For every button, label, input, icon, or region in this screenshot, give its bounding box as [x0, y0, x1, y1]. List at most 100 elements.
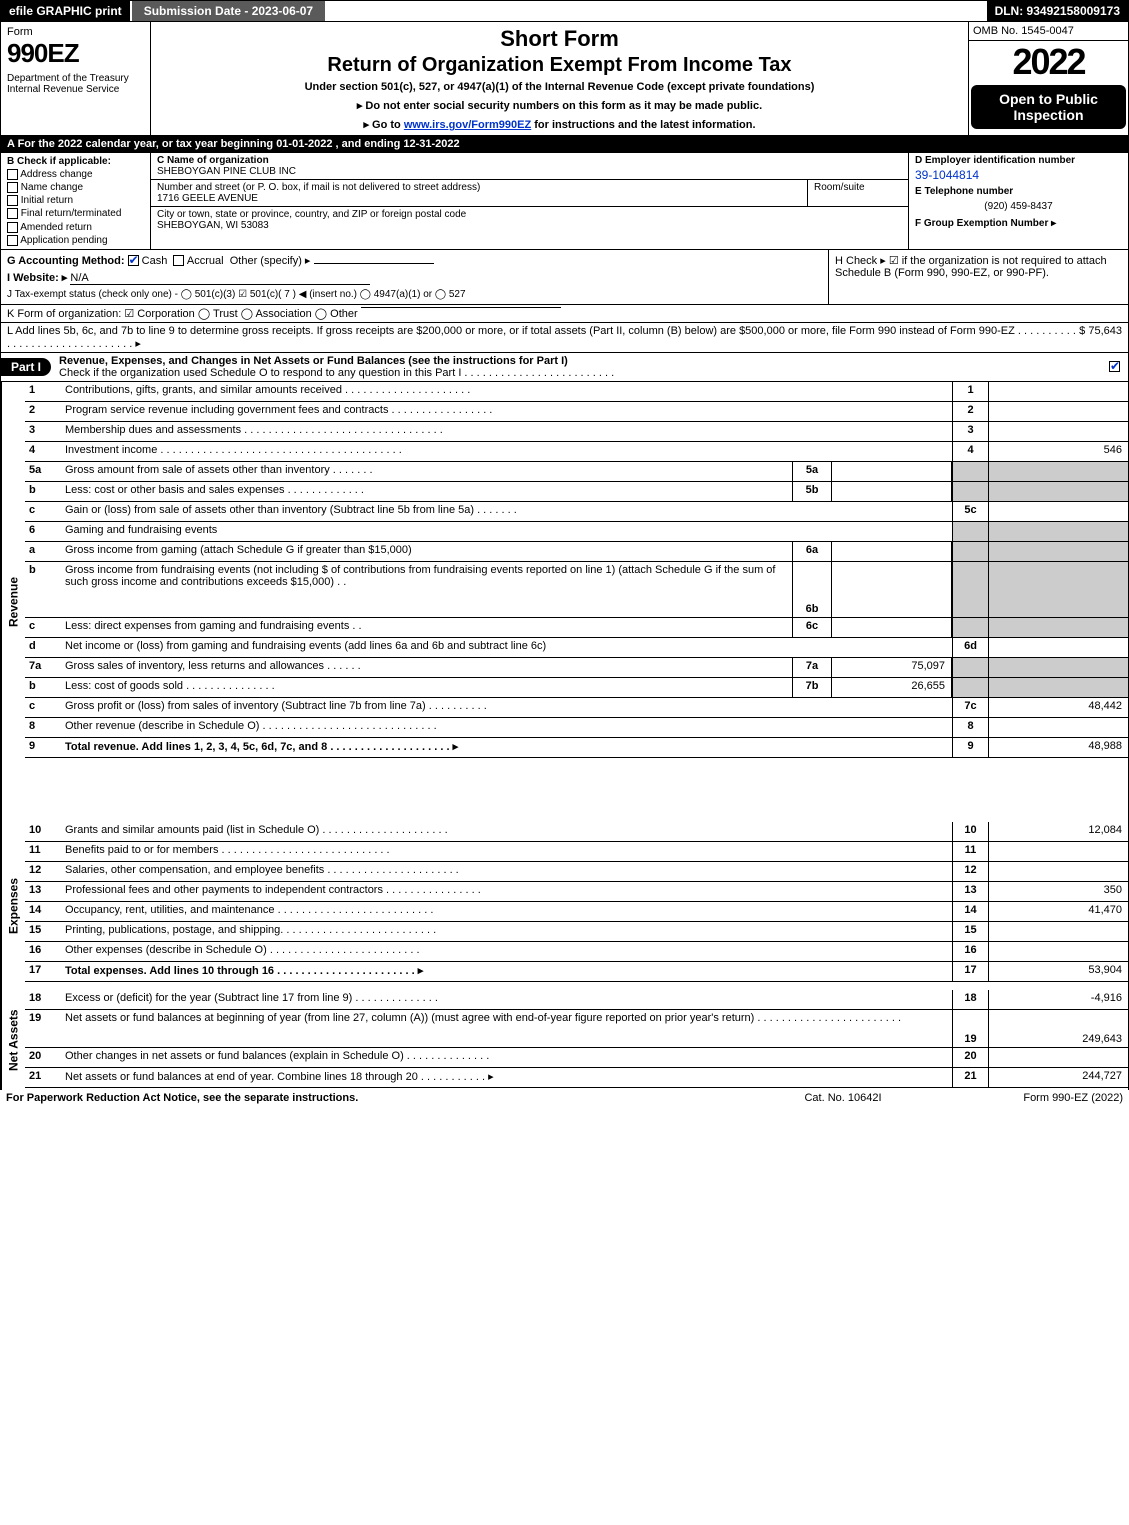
line-8: 8Other revenue (describe in Schedule O) …	[25, 718, 1128, 738]
ln17-desc: Total expenses. Add lines 10 through 16 …	[61, 962, 952, 981]
ln7b-inno: 7b	[792, 678, 832, 697]
ln6a-greyval	[988, 542, 1128, 561]
accrual-label: Accrual	[187, 255, 224, 267]
chk-schedule-o[interactable]	[1109, 361, 1120, 372]
ln14-val: 41,470	[988, 902, 1128, 921]
ln10-outno: 10	[952, 822, 988, 841]
line-3: 3Membership dues and assessments . . . .…	[25, 422, 1128, 442]
chk-amended-return-label: Amended return	[20, 222, 92, 233]
tax-year: 2022	[969, 41, 1128, 83]
ln7b-inval: 26,655	[832, 678, 952, 697]
header-right: OMB No. 1545-0047 2022 Open to Public In…	[968, 22, 1128, 135]
ln14-outno: 14	[952, 902, 988, 921]
ln5b-greyval	[988, 482, 1128, 501]
ln3-val	[988, 422, 1128, 441]
chk-accrual[interactable]	[173, 255, 184, 266]
part1-header: Part I	[1, 358, 51, 376]
section-def: D Employer identification number 39-1044…	[908, 153, 1128, 249]
room-label: Room/suite	[814, 182, 902, 193]
section-l-text: L Add lines 5b, 6c, and 7b to line 9 to …	[7, 325, 1079, 350]
chk-final-return[interactable]: Final return/terminated	[7, 208, 144, 219]
short-form-title: Short Form	[157, 26, 962, 52]
footer-right: Form 990-EZ (2022)	[943, 1092, 1123, 1104]
footer-cat: Cat. No. 10642I	[743, 1092, 943, 1104]
ln2-outno: 2	[952, 402, 988, 421]
ln4-val: 546	[988, 442, 1128, 461]
ln20-desc: Other changes in net assets or fund bala…	[61, 1048, 952, 1067]
accounting-method-label: G Accounting Method:	[7, 255, 125, 267]
street-label: Number and street (or P. O. box, if mail…	[157, 182, 801, 193]
other-label: Other (specify) ▸	[230, 255, 311, 267]
ln6a-desc: Gross income from gaming (attach Schedul…	[61, 542, 792, 561]
chk-amended-return[interactable]: Amended return	[7, 222, 144, 233]
ln9-no: 9	[25, 738, 61, 757]
ln6b-inno: 6b	[792, 562, 832, 617]
chk-application-pending-label: Application pending	[20, 235, 107, 246]
line-16: 16Other expenses (describe in Schedule O…	[25, 942, 1128, 962]
ln19-val: 249,643	[988, 1010, 1128, 1047]
ln1-desc: Contributions, gifts, grants, and simila…	[61, 382, 952, 401]
line-6b: bGross income from fundraising events (n…	[25, 562, 1128, 618]
ln6-grey	[952, 522, 988, 541]
topbar: efile GRAPHIC print Submission Date - 20…	[0, 0, 1129, 22]
ln4-outno: 4	[952, 442, 988, 461]
ln11-no: 11	[25, 842, 61, 861]
form-header: Form 990EZ Department of the Treasury In…	[0, 22, 1129, 136]
ln20-outno: 20	[952, 1048, 988, 1067]
line-19: 19Net assets or fund balances at beginni…	[25, 1010, 1128, 1048]
ln6a-grey	[952, 542, 988, 561]
section-l-value: $ 75,643	[1079, 325, 1122, 337]
omb-number: OMB No. 1545-0047	[969, 22, 1128, 41]
ln5a-no: 5a	[25, 462, 61, 481]
ln20-no: 20	[25, 1048, 61, 1067]
chk-address-change-label: Address change	[20, 169, 92, 180]
ln2-no: 2	[25, 402, 61, 421]
chk-initial-return[interactable]: Initial return	[7, 195, 144, 206]
ln17-outno: 17	[952, 962, 988, 981]
chk-name-change[interactable]: Name change	[7, 182, 144, 193]
ln15-no: 15	[25, 922, 61, 941]
ln6b-greyval	[988, 562, 1128, 617]
ln15-val	[988, 922, 1128, 941]
line-2: 2Program service revenue including gover…	[25, 402, 1128, 422]
ln12-val	[988, 862, 1128, 881]
ln5c-val	[988, 502, 1128, 521]
org-info-block: B Check if applicable: Address change Na…	[0, 153, 1129, 250]
ln13-no: 13	[25, 882, 61, 901]
ln5c-no: c	[25, 502, 61, 521]
ln4-desc: Investment income . . . . . . . . . . . …	[61, 442, 952, 461]
print-button[interactable]: efile GRAPHIC print	[1, 1, 130, 21]
ln6a-no: a	[25, 542, 61, 561]
ln18-no: 18	[25, 990, 61, 1009]
other-org-input[interactable]	[361, 307, 561, 308]
irs-link[interactable]: www.irs.gov/Form990EZ	[404, 119, 531, 131]
ln1-no: 1	[25, 382, 61, 401]
ln21-no: 21	[25, 1068, 61, 1087]
chk-address-change[interactable]: Address change	[7, 169, 144, 180]
ln16-outno: 16	[952, 942, 988, 961]
ln11-desc: Benefits paid to or for members . . . . …	[61, 842, 952, 861]
section-k: K Form of organization: ☑ Corporation ◯ …	[0, 305, 1129, 323]
ln21-outno: 21	[952, 1068, 988, 1087]
part1-title: Revenue, Expenses, and Changes in Net As…	[51, 353, 1101, 381]
ln5a-greyval	[988, 462, 1128, 481]
ln7b-grey	[952, 678, 988, 697]
ln17-no: 17	[25, 962, 61, 981]
ln8-outno: 8	[952, 718, 988, 737]
ein-value: 39-1044814	[915, 168, 1122, 182]
chk-application-pending[interactable]: Application pending	[7, 235, 144, 246]
ln19-desc: Net assets or fund balances at beginning…	[61, 1010, 952, 1047]
website-label: I Website: ▸	[7, 272, 67, 284]
section-l: L Add lines 5b, 6c, and 7b to line 9 to …	[0, 323, 1129, 353]
chk-cash[interactable]	[128, 255, 139, 266]
ln5c-desc: Gain or (loss) from sale of assets other…	[61, 502, 952, 521]
section-h: H Check ▸ ☑ if the organization is not r…	[828, 250, 1128, 304]
ln6c-no: c	[25, 618, 61, 637]
form-number: 990EZ	[7, 38, 144, 69]
other-specify-input[interactable]	[314, 263, 434, 264]
ln3-outno: 3	[952, 422, 988, 441]
line-6c: cLess: direct expenses from gaming and f…	[25, 618, 1128, 638]
ln6d-outno: 6d	[952, 638, 988, 657]
line-21: 21Net assets or fund balances at end of …	[25, 1068, 1128, 1088]
chk-final-return-label: Final return/terminated	[21, 209, 122, 220]
